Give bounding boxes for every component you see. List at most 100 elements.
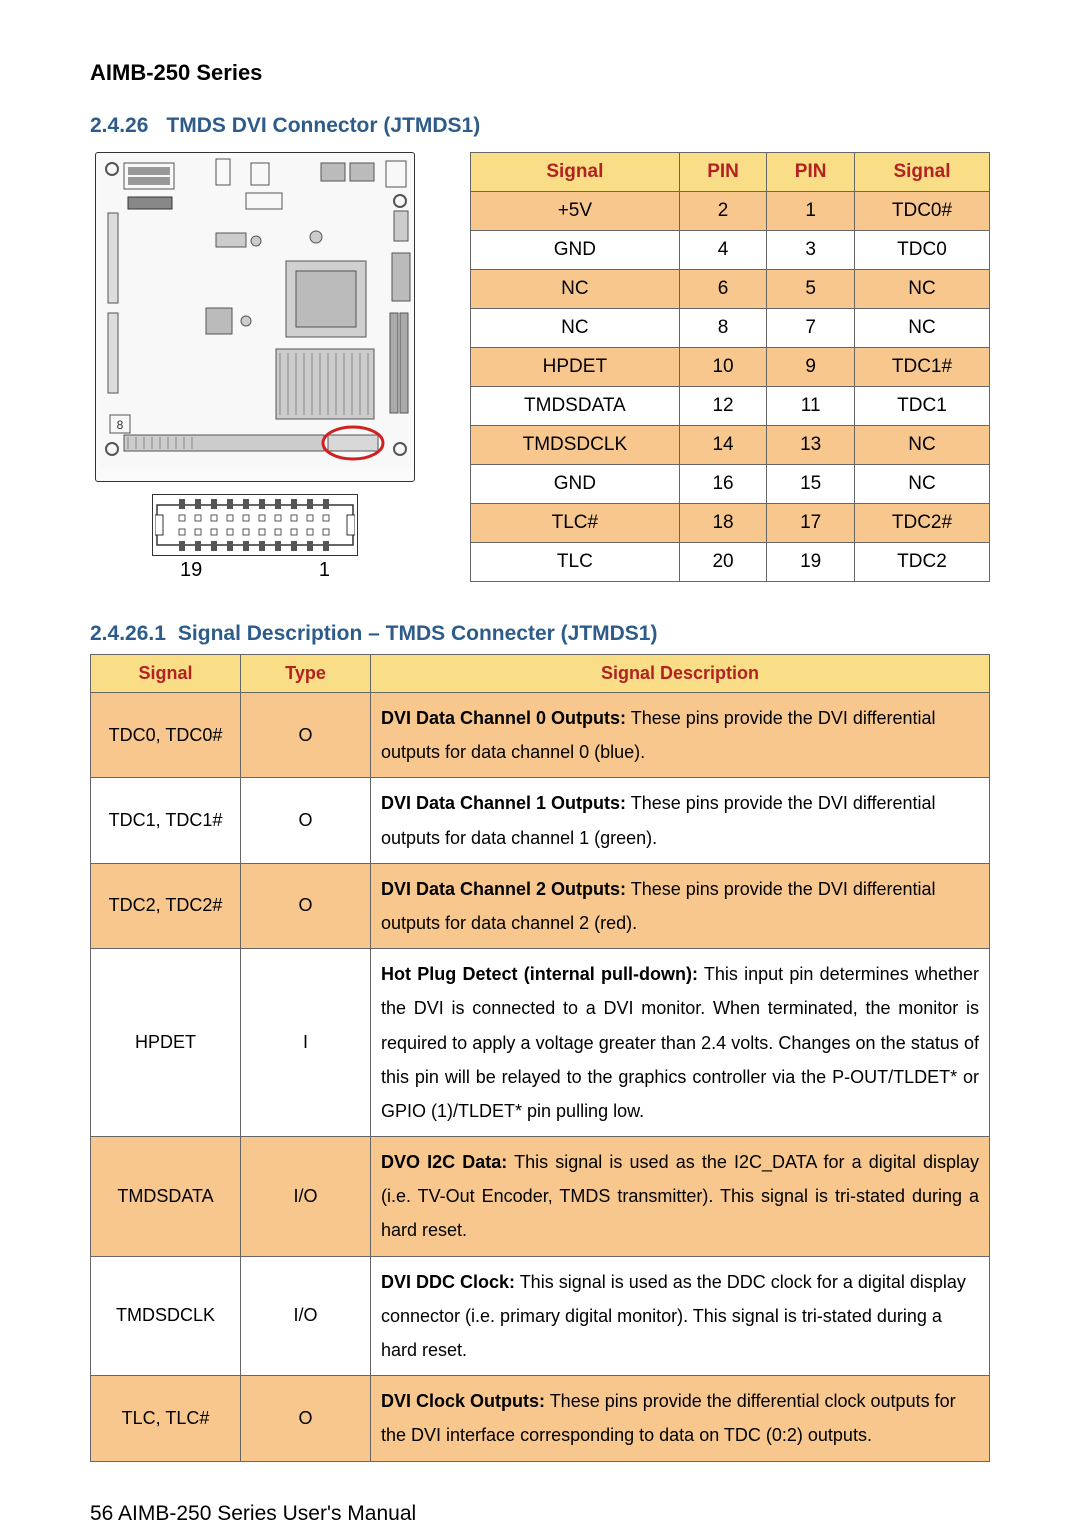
pin-cell: 3 [767,231,855,270]
connector-box [152,494,358,556]
desc-text-cell: DVO I2C Data: This signal is used as the… [371,1137,990,1257]
svg-text:8: 8 [117,418,124,432]
pin-cell: NC [471,309,680,348]
desc-table-row: TLC, TLC#ODVI Clock Outputs: These pins … [91,1376,990,1461]
desc-th-signal: Signal [91,655,241,693]
pin-cell: 1 [767,192,855,231]
pin-table-row: HPDET109TDC1# [471,348,990,387]
pin-cell: TDC1 [854,387,989,426]
section-number: 2.4.26 [90,114,148,137]
board-diagram: 8 [95,152,415,482]
desc-signal-cell: TLC, TLC# [91,1376,241,1461]
desc-type-cell: I/O [241,1256,371,1376]
pin-table-row: TMDSDCLK1413NC [471,426,990,465]
pin-cell: 9 [767,348,855,387]
desc-signal-cell: TMDSDATA [91,1137,241,1257]
pin-table-body: +5V21TDC0#GND43TDC0NC65NCNC87NCHPDET109T… [471,192,990,582]
pin-table-row: TLC#1817TDC2# [471,504,990,543]
desc-signal-cell: HPDET [91,949,241,1137]
pin-cell: 13 [767,426,855,465]
pin-cell: 2 [679,192,767,231]
connector-pin-numbers: 19 1 [170,559,340,582]
pin-table-row: GND1615NC [471,465,990,504]
pin-cell: TDC2# [854,504,989,543]
page-number: 56 [90,1502,113,1525]
pin-cell: GND [471,231,680,270]
pin-cell: 20 [679,543,767,582]
connector-callout: 19 1 [152,494,358,582]
pin-cell: 4 [679,231,767,270]
pin-cell: 10 [679,348,767,387]
desc-signal-cell: TDC0, TDC0# [91,693,241,778]
board-column: 8 [90,152,420,582]
pin-assignment-table: Signal PIN PIN Signal +5V21TDC0#GND43TDC… [470,152,990,582]
desc-type-cell: O [241,1376,371,1461]
desc-signal-cell: TDC1, TDC1# [91,778,241,863]
desc-th-desc: Signal Description [371,655,990,693]
pin-cell: 8 [679,309,767,348]
desc-table-body: TDC0, TDC0#ODVI Data Channel 0 Outputs: … [91,693,990,1462]
pin-table-row: +5V21TDC0# [471,192,990,231]
sub-section-heading: 2.4.26.1Signal Description – TMDS Connec… [90,622,990,646]
pin-cell: NC [854,465,989,504]
desc-type-cell: O [241,863,371,948]
pin-cell: 16 [679,465,767,504]
pin-table-row: GND43TDC0 [471,231,990,270]
desc-table-row: TDC0, TDC0#ODVI Data Channel 0 Outputs: … [91,693,990,778]
footer-text: AIMB-250 Series User's Manual [113,1502,416,1525]
pin-th-signal-l: Signal [471,153,680,192]
sub-section-number: 2.4.26.1 [90,622,166,645]
desc-text-cell: DVI Data Channel 0 Outputs: These pins p… [371,693,990,778]
pin-cell: +5V [471,192,680,231]
pin-table-row: TLC2019TDC2 [471,543,990,582]
pin-cell: 11 [767,387,855,426]
pin-cell: TLC# [471,504,680,543]
series-title: AIMB-250 Series [90,60,990,86]
desc-text-cell: DVI Data Channel 2 Outputs: These pins p… [371,863,990,948]
pin-th-pin-l: PIN [679,153,767,192]
pin-cell: TDC1# [854,348,989,387]
signal-description-table: Signal Type Signal Description TDC0, TDC… [90,654,990,1462]
desc-table-row: TDC2, TDC2#ODVI Data Channel 2 Outputs: … [91,863,990,948]
pin-cell: TDC2 [854,543,989,582]
pin-cell: TDC0 [854,231,989,270]
pin-cell: 15 [767,465,855,504]
pin-cell: 7 [767,309,855,348]
pin-cell: 17 [767,504,855,543]
top-content-row: 8 [90,152,990,582]
desc-type-cell: I/O [241,1137,371,1257]
desc-text-cell: DVI DDC Clock: This signal is used as th… [371,1256,990,1376]
pin-th-pin-r: PIN [767,153,855,192]
pin-cell: 6 [679,270,767,309]
page-footer: 56 AIMB-250 Series User's Manual [90,1502,990,1526]
pin-right-num: 1 [319,559,330,582]
pin-cell: TMDSDCLK [471,426,680,465]
pin-cell: NC [854,270,989,309]
pin-cell: NC [854,426,989,465]
desc-table-row: TMDSDATAI/ODVO I2C Data: This signal is … [91,1137,990,1257]
desc-table-row: TDC1, TDC1#ODVI Data Channel 1 Outputs: … [91,778,990,863]
pin-cell: TMDSDATA [471,387,680,426]
pin-cell: NC [854,309,989,348]
section-heading: 2.4.26 TMDS DVI Connector (JTMDS1) [90,114,990,138]
pin-cell: TLC [471,543,680,582]
desc-text-cell: DVI Clock Outputs: These pins provide th… [371,1376,990,1461]
pin-th-signal-r: Signal [854,153,989,192]
pin-table-row: NC87NC [471,309,990,348]
desc-type-cell: O [241,693,371,778]
desc-signal-cell: TDC2, TDC2# [91,863,241,948]
pin-cell: 12 [679,387,767,426]
desc-signal-cell: TMDSDCLK [91,1256,241,1376]
desc-table-row: TMDSDCLKI/ODVI DDC Clock: This signal is… [91,1256,990,1376]
pin-cell: NC [471,270,680,309]
pin-cell: 5 [767,270,855,309]
desc-type-cell: O [241,778,371,863]
pin-cell: HPDET [471,348,680,387]
pin-cell: TDC0# [854,192,989,231]
pin-cell: 18 [679,504,767,543]
desc-type-cell: I [241,949,371,1137]
pin-cell: 14 [679,426,767,465]
pin-table-row: NC65NC [471,270,990,309]
section-title: TMDS DVI Connector (JTMDS1) [166,114,480,137]
pin-left-num: 19 [180,559,202,582]
